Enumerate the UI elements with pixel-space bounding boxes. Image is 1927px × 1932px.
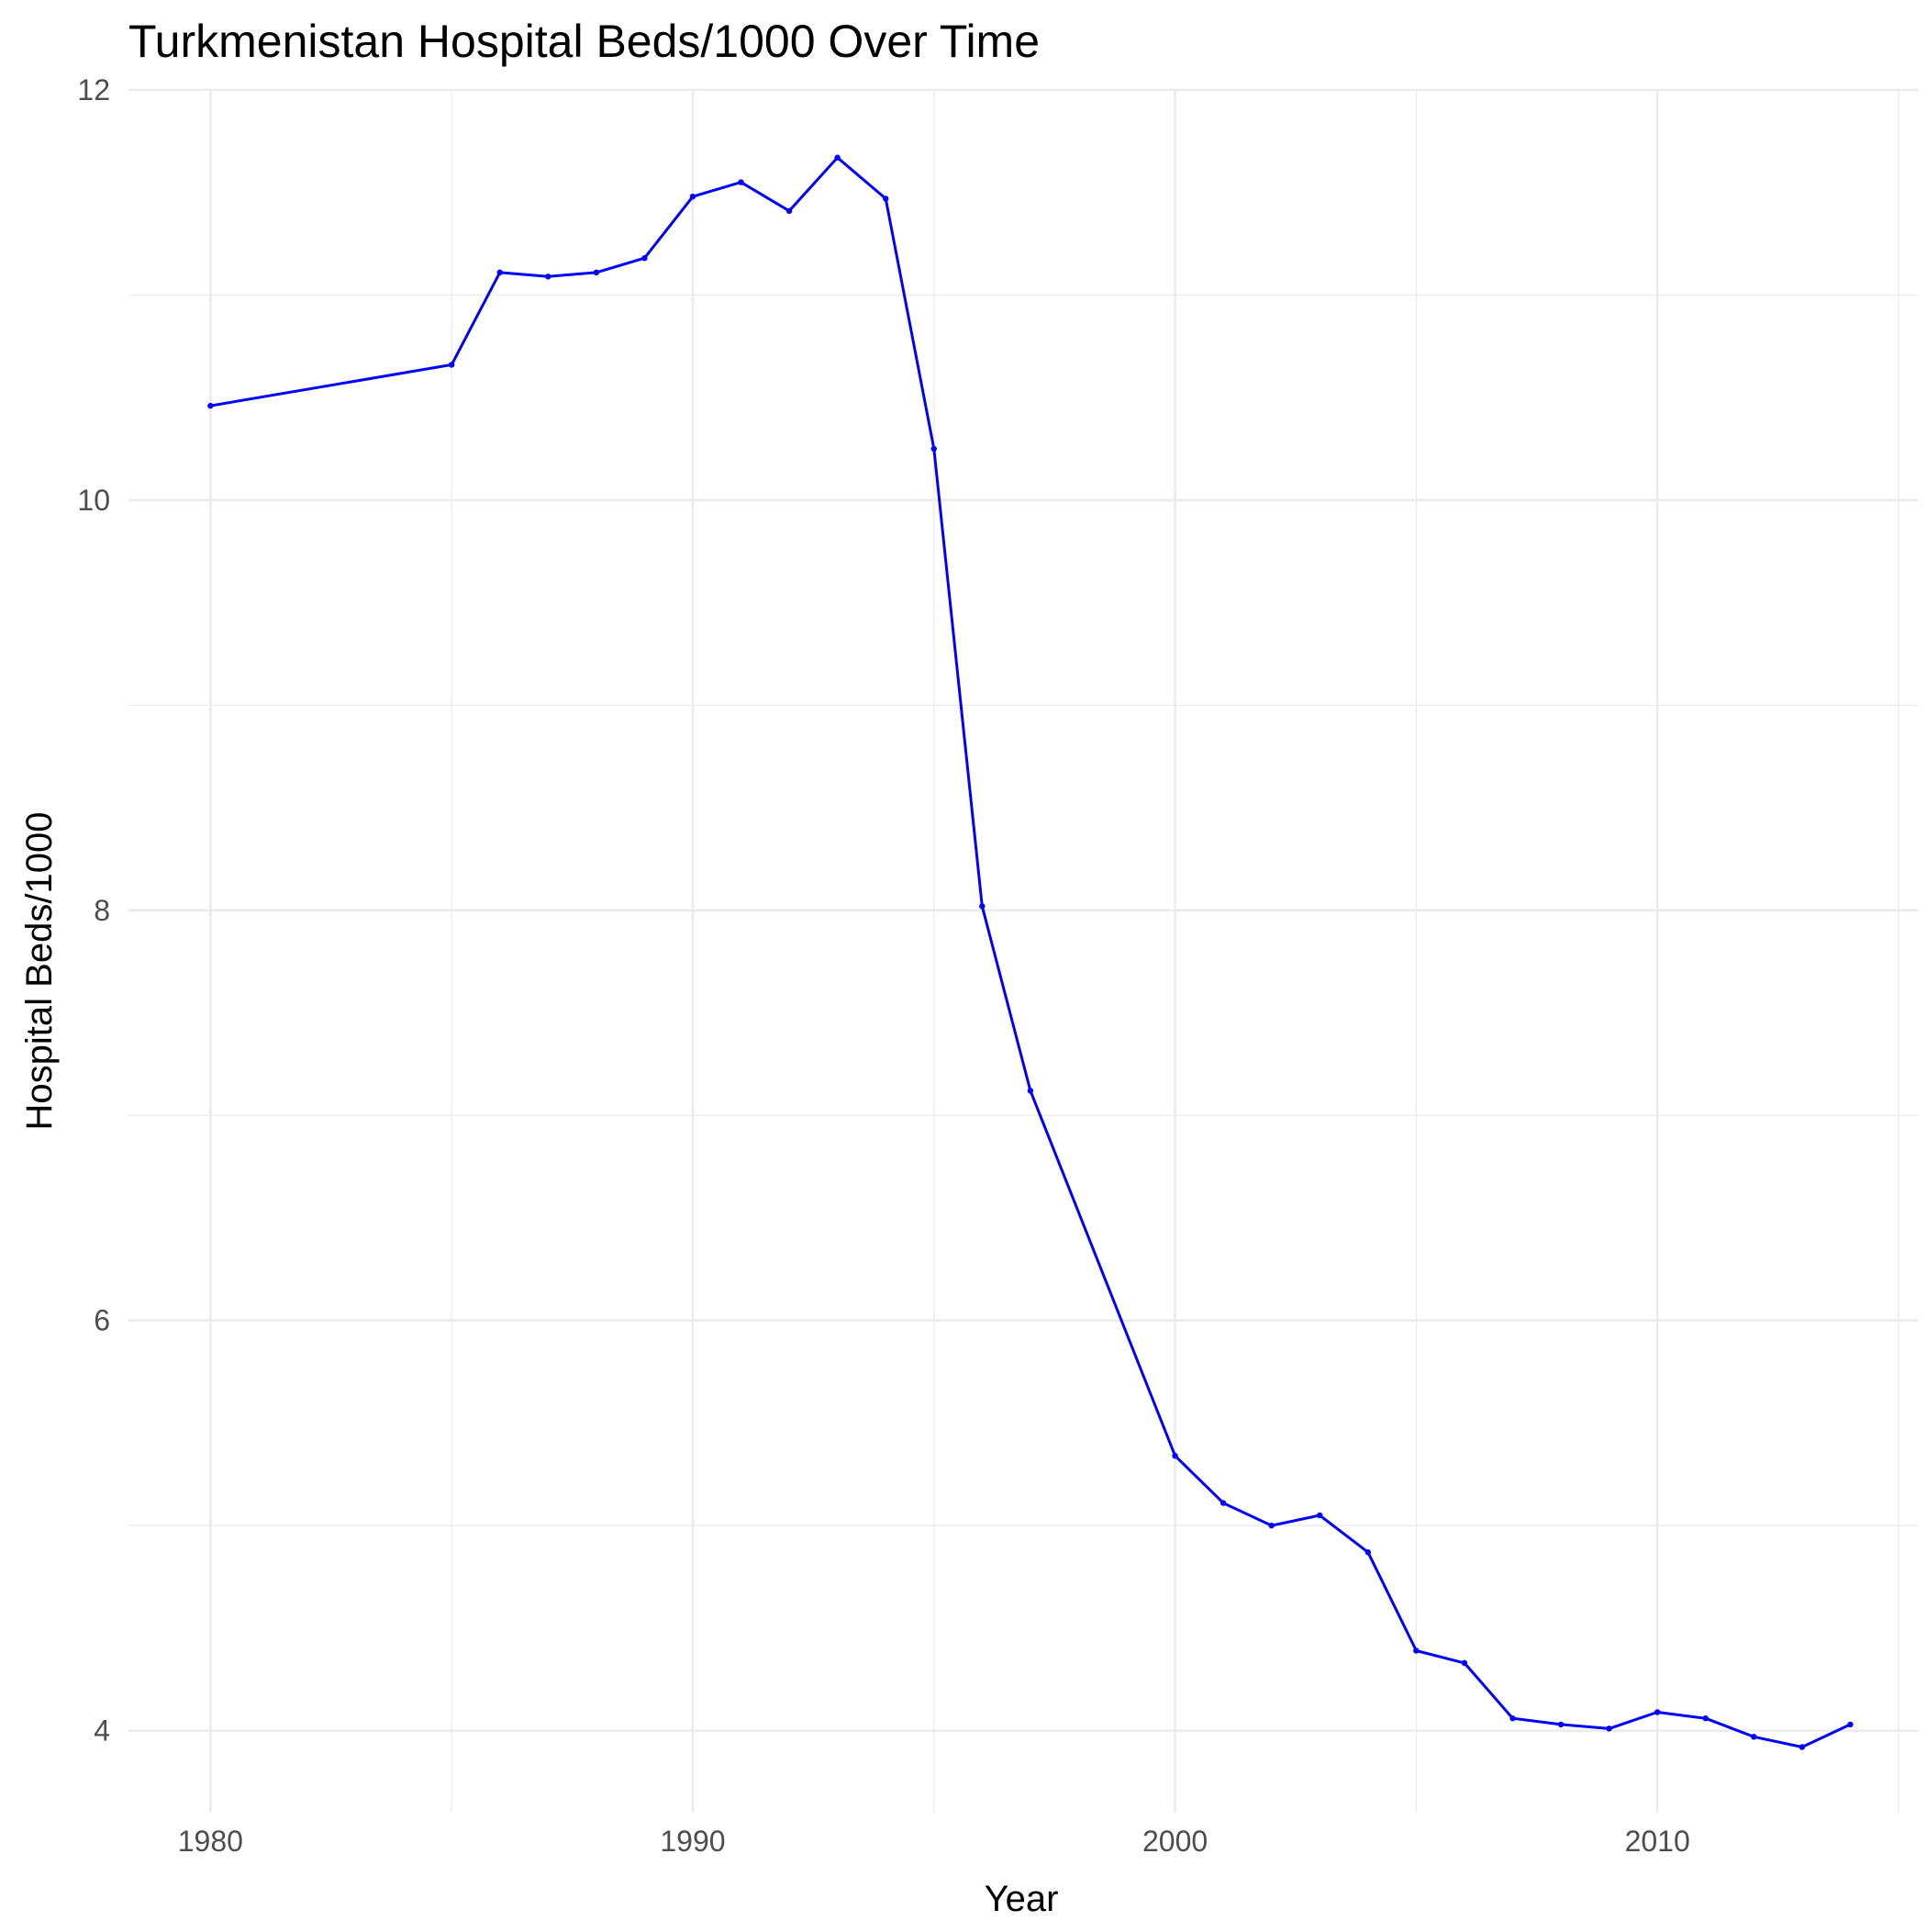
y-axis-label: Hospital Beds/1000 [19,812,60,1131]
data-point [930,445,937,452]
x-axis-label: Year [985,1879,1059,1919]
x-tick-label: 2000 [1142,1825,1208,1858]
data-point [593,269,600,276]
data-point [689,193,696,200]
y-tick-label: 12 [77,73,110,106]
chart-title: Turkmenistan Hospital Beds/1000 Over Tim… [128,16,1040,67]
data-point [1751,1734,1757,1740]
data-point [738,179,744,185]
data-point [448,362,455,368]
grid [128,88,1918,1813]
data-point [1702,1715,1709,1722]
data-point [979,903,986,910]
data-point [1606,1725,1612,1732]
data-point [1268,1522,1275,1529]
data-point [1461,1659,1468,1667]
data-point [496,269,503,276]
data-point [1027,1088,1034,1094]
x-tick-label: 1980 [178,1825,243,1858]
data-point [1172,1452,1178,1459]
data-point [1654,1709,1661,1715]
data-point [1317,1512,1323,1519]
data-point [1799,1744,1806,1750]
data-point [1557,1721,1565,1728]
data-point [1509,1715,1516,1722]
x-tick-label: 1990 [660,1825,725,1858]
data-point [207,402,214,409]
tick-labels: 4 6 8 10 12 1980 1990 2000 2010 [77,73,1689,1858]
y-tick-label: 4 [94,1714,110,1748]
data-point [545,274,551,280]
data-point [641,255,648,262]
y-tick-label: 8 [94,894,110,927]
series-layer [207,154,1854,1750]
data-point [834,154,841,161]
data-point [1364,1549,1372,1556]
y-tick-label: 6 [94,1304,110,1337]
y-tick-label: 10 [77,484,110,517]
data-point [785,207,793,215]
data-point [1847,1721,1854,1728]
data-point [1220,1500,1227,1506]
x-tick-label: 2010 [1625,1825,1690,1858]
data-point [1413,1647,1420,1654]
data-point [883,195,889,202]
